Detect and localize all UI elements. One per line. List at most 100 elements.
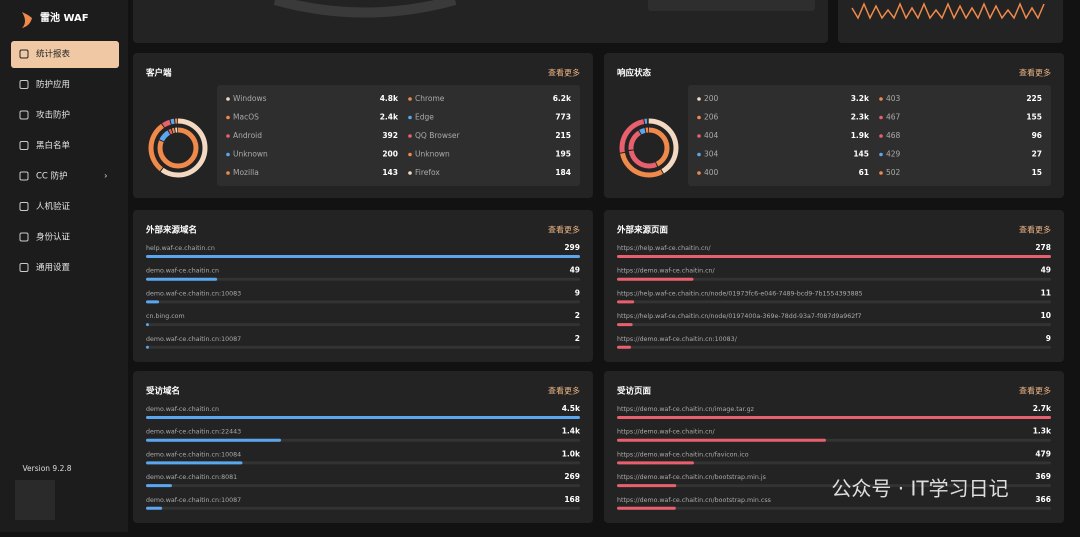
menu-icon: [19, 80, 29, 89]
bar: [617, 438, 826, 442]
legend-dot: [879, 171, 883, 175]
logo-icon: [22, 12, 32, 28]
row-name: https://demo.waf-ce.chaitin.cn/bootstrap…: [617, 497, 771, 504]
row-name: https://demo.waf-ce.chaitin.cn/: [617, 268, 716, 275]
more-link[interactable]: 查看更多: [548, 225, 580, 235]
bar-track: [617, 323, 1051, 327]
row-name: demo.waf-ce.chaitin.cn: [146, 406, 219, 413]
menu-icon: [19, 202, 29, 211]
legend-name: 304: [704, 150, 719, 159]
menu-icon: [19, 110, 29, 120]
legend-name: 468: [886, 131, 901, 140]
menu-item[interactable]: 人机验证: [36, 201, 71, 212]
legend-name: QQ Browser: [415, 131, 460, 140]
row-value: 4.5k: [562, 404, 581, 413]
legend-dot: [408, 152, 412, 157]
top-panel: [838, 0, 1063, 43]
bar-track: [617, 277, 1051, 281]
row-value: 299: [564, 243, 580, 252]
legend-dot: [226, 134, 230, 138]
bar-track: [617, 300, 1051, 304]
row-value: 49: [1041, 266, 1051, 275]
legend-dot: [697, 115, 701, 120]
legend-value: 184: [555, 168, 571, 177]
menu-item[interactable]: CC 防护: [36, 171, 68, 182]
menu-item[interactable]: 防护应用: [36, 79, 70, 90]
bar: [146, 438, 282, 442]
more-link[interactable]: 查看更多: [548, 68, 580, 78]
row-name: cn.bing.com: [146, 313, 185, 320]
legend-name: 403: [886, 94, 901, 103]
more-link[interactable]: 查看更多: [548, 386, 580, 396]
menu-icon: [19, 141, 29, 150]
bar: [617, 277, 694, 281]
menu-item[interactable]: 通用设置: [36, 262, 71, 273]
legend-value: 27: [1032, 150, 1042, 159]
legend-box: [217, 85, 580, 186]
bar: [146, 300, 160, 304]
menu-item[interactable]: 攻击防护: [36, 110, 70, 121]
legend-name: 502: [886, 168, 901, 177]
bar: [617, 345, 632, 349]
panel-title: 受访域名: [146, 386, 180, 397]
legend-value: 4.8k: [380, 94, 399, 103]
bar: [617, 300, 635, 304]
row-name: https://demo.waf-ce.chaitin.cn:10083/: [617, 336, 738, 343]
donut-segment: [619, 118, 679, 178]
row-name: demo.waf-ce.chaitin.cn:10084: [146, 451, 241, 458]
row-name: https://help.waf-ce.chaitin.cn/node/0197…: [617, 290, 863, 297]
row-name: https://demo.waf-ce.chaitin.cn/image.tar…: [617, 406, 755, 413]
bar-track: [146, 300, 580, 304]
legend-name: Windows: [233, 94, 267, 103]
bar: [617, 255, 1051, 258]
menu-icon: [19, 263, 29, 272]
legend-dot: [408, 134, 412, 138]
bar: [617, 484, 677, 488]
row-value: 278: [1035, 243, 1051, 252]
top-gauge: [273, 0, 457, 18]
legend-dot: [879, 115, 883, 120]
donut-segment: [628, 127, 670, 169]
legend-value: 392: [382, 131, 398, 140]
more-link[interactable]: 查看更多: [1019, 68, 1051, 78]
donut-segment: [628, 127, 670, 169]
legend-name: 400: [704, 168, 719, 177]
menu-item[interactable]: 身份认证: [36, 232, 71, 243]
bar: [146, 506, 163, 510]
row-value: 9: [575, 288, 580, 297]
legend-dot: [408, 115, 412, 120]
row-value: 1.4k: [562, 427, 581, 436]
legend-name: Edge: [415, 113, 434, 122]
menu-icon: [19, 49, 29, 59]
menu-item[interactable]: 统计报表: [36, 49, 71, 60]
menu-icon: [19, 171, 29, 181]
menu-item[interactable]: 黑白名单: [36, 140, 71, 151]
legend-dot: [408, 97, 412, 101]
legend-name: 467: [886, 113, 901, 122]
row-value: 2.7k: [1033, 404, 1052, 413]
legend-dot: [226, 171, 230, 175]
legend-dot: [697, 152, 701, 157]
bar-track: [617, 345, 1051, 349]
legend-value: 215: [555, 131, 571, 140]
more-link[interactable]: 查看更多: [1019, 225, 1051, 235]
legend-name: Firefox: [415, 168, 440, 177]
row-name: https://demo.waf-ce.chaitin.cn/bootstrap…: [617, 474, 766, 481]
more-link[interactable]: 查看更多: [1019, 386, 1051, 396]
legend-value: 15: [1032, 168, 1042, 177]
legend-dot: [697, 171, 701, 175]
legend-name: Mozilla: [233, 168, 259, 177]
legend-value: 61: [859, 168, 869, 177]
legend-value: 2.4k: [380, 113, 399, 122]
bar: [146, 345, 149, 349]
row-value: 269: [564, 472, 580, 481]
logo-text: 雷池 WAF: [40, 11, 89, 24]
menu-icon: [19, 232, 29, 242]
legend-name: Chrome: [415, 94, 445, 103]
bar: [146, 255, 580, 258]
panel-title: 客户端: [145, 68, 172, 79]
legend-dot: [408, 171, 412, 175]
row-value: 10: [1041, 311, 1051, 320]
